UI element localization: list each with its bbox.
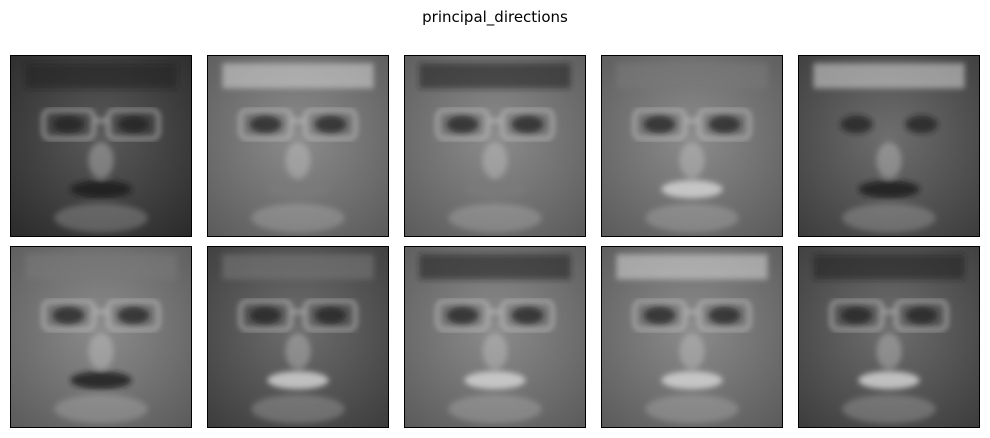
eigenface-image (405, 56, 585, 236)
eigenface-image (11, 56, 191, 236)
eigenface-panel-6 (10, 246, 192, 428)
eigenface-panel-7 (207, 246, 389, 428)
eigenface-panel-5 (798, 55, 980, 237)
eigenface-panel-1 (10, 55, 192, 237)
eigenface-image (799, 247, 979, 427)
eigenface-panel-4 (601, 55, 783, 237)
eigenface-panel-9 (601, 246, 783, 428)
eigenface-panel-10 (798, 246, 980, 428)
eigenface-image (405, 247, 585, 427)
eigenface-image (11, 247, 191, 427)
eigenface-image (602, 56, 782, 236)
eigenface-panel-2 (207, 55, 389, 237)
eigenface-panel-8 (404, 246, 586, 428)
eigenface-image (208, 247, 388, 427)
figure-title: principal_directions (422, 8, 568, 26)
eigenface-image (208, 56, 388, 236)
eigenface-image (602, 247, 782, 427)
eigenface-panel-3 (404, 55, 586, 237)
eigenface-image (799, 56, 979, 236)
